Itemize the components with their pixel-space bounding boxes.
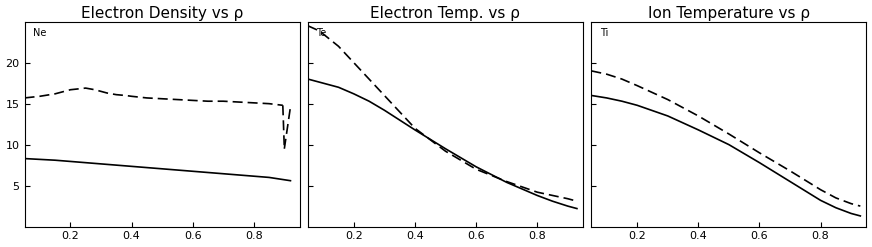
Title: Ion Temperature vs ρ: Ion Temperature vs ρ [648, 5, 810, 21]
Text: Te: Te [317, 28, 326, 38]
Text: Ti: Ti [600, 28, 608, 38]
Title: Electron Temp. vs ρ: Electron Temp. vs ρ [371, 5, 521, 21]
Text: Ne: Ne [33, 28, 46, 38]
Title: Electron Density vs ρ: Electron Density vs ρ [81, 5, 243, 21]
